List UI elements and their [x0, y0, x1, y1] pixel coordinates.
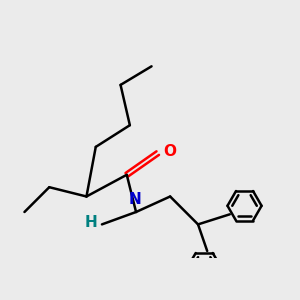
- Text: O: O: [163, 144, 176, 159]
- Text: N: N: [128, 192, 141, 207]
- Text: H: H: [85, 215, 97, 230]
